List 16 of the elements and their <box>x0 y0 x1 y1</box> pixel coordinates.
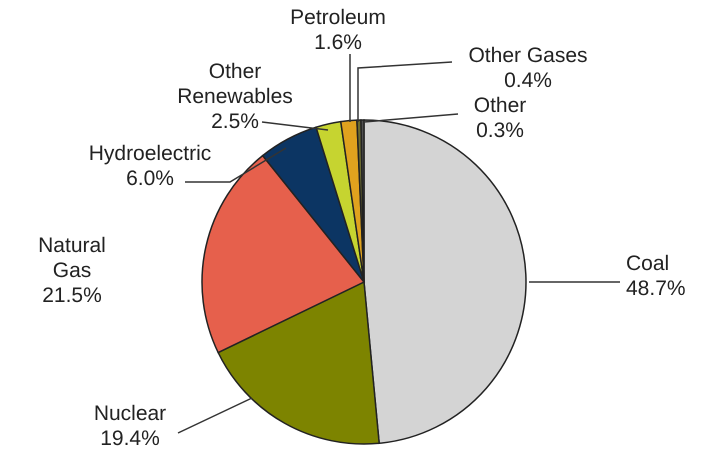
slice-label: Hydroelectric <box>88 142 212 165</box>
data-label: 0.4% <box>504 69 552 92</box>
data-label: 6.0% <box>126 167 174 190</box>
slice-label: Coal <box>626 252 670 275</box>
data-label: 48.7% <box>626 277 686 300</box>
data-label: 21.5% <box>42 284 102 307</box>
slice-label: Petroleum <box>290 6 386 29</box>
slice-label: Other Renewables <box>177 60 293 108</box>
slice-label: Natural Gas <box>38 234 106 282</box>
slice-label: Other Gases <box>468 44 588 67</box>
data-label: 1.6% <box>314 31 362 54</box>
slice-label: Other <box>474 94 526 117</box>
data-label: 19.4% <box>100 427 160 450</box>
data-label: 0.3% <box>476 119 524 142</box>
data-label: 2.5% <box>211 110 259 133</box>
slice-label: Nuclear <box>94 402 166 425</box>
